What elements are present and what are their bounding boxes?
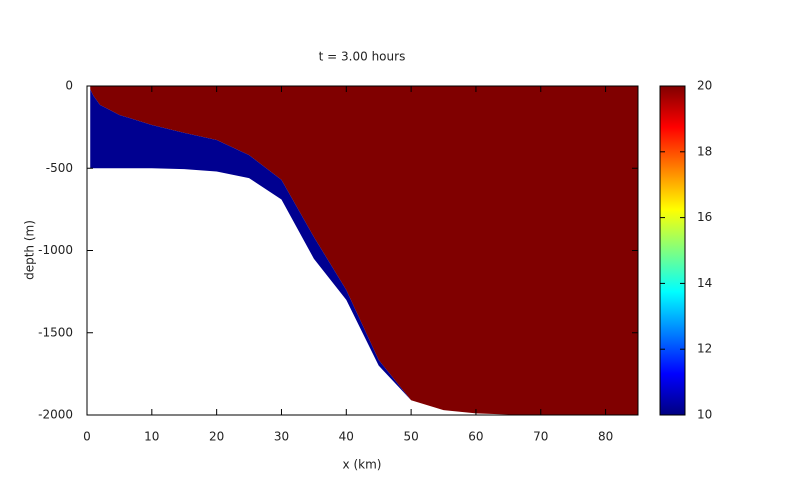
upper-layer: [90, 86, 639, 415]
x-tick-label: 0: [83, 430, 91, 444]
x-tick-label: 80: [598, 430, 613, 444]
colorbar: [659, 85, 686, 416]
colorbar-tick-label: 12: [697, 342, 712, 356]
x-axis-label: x (km): [343, 458, 382, 472]
colorbar-tick-label: 16: [697, 210, 712, 224]
colorbar-tick-label: 10: [697, 408, 712, 422]
x-tick-label: 20: [209, 430, 224, 444]
x-tick-label: 60: [468, 430, 483, 444]
y-axis-label: depth (m): [23, 220, 37, 280]
x-tick-label: 70: [533, 430, 548, 444]
y-tick-label: -500: [46, 161, 73, 175]
chart-title: t = 3.00 hours: [319, 50, 406, 64]
colorbar-tick-label: 14: [697, 276, 712, 290]
y-tick-label: -1000: [38, 243, 73, 257]
x-tick-label: 50: [403, 430, 418, 444]
lower-layer: [90, 89, 639, 415]
x-tick-label: 30: [274, 430, 289, 444]
y-tick-label: -1500: [38, 325, 73, 339]
y-tick-label: -2000: [38, 408, 73, 422]
y-tick-label: 0: [65, 79, 73, 93]
x-tick-label: 40: [339, 430, 354, 444]
x-tick-label: 10: [144, 430, 159, 444]
colorbar-tick-label: 18: [697, 144, 712, 158]
colorbar-tick-label: 20: [697, 79, 712, 93]
